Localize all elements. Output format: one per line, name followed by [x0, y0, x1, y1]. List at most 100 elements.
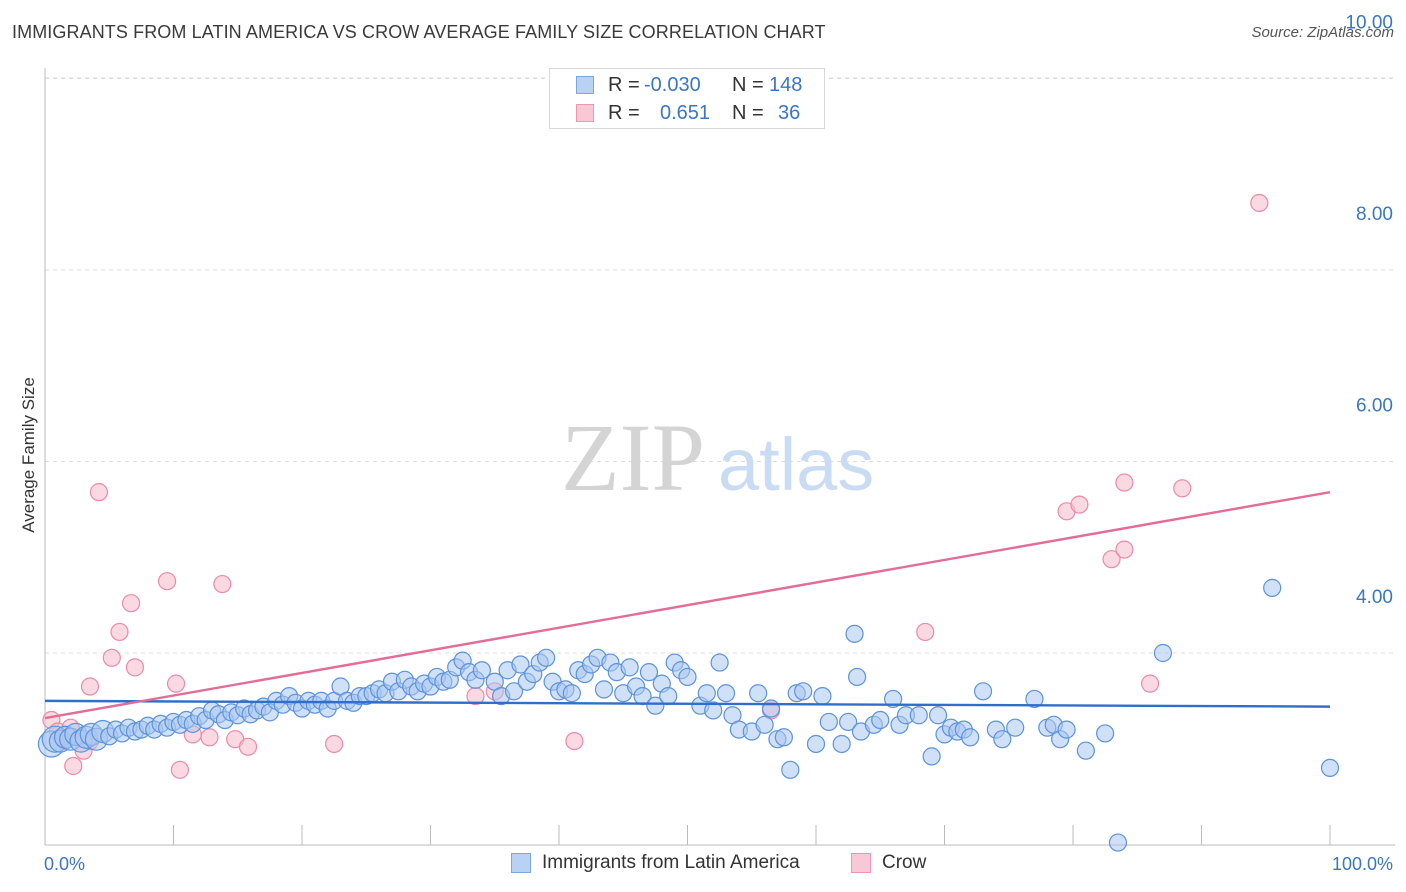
crow-point: [166, 674, 186, 693]
blue-swatch: [576, 76, 594, 94]
tick-labels: 4.00 6.00 8.00 10.00 0.0% 100.0%: [44, 13, 1393, 875]
latin-america-point: [511, 655, 530, 674]
crow-trend-line: [44, 490, 1331, 720]
latin-america-point: [1096, 724, 1115, 743]
crow-point: [125, 658, 145, 677]
latin-america-point: [716, 684, 736, 703]
latin-america-point: [562, 684, 581, 703]
crow-point: [157, 572, 177, 591]
latin-america-point: [794, 682, 813, 701]
latin-america-points: [37, 578, 1340, 852]
trend-layer: [44, 490, 1331, 720]
r-value: 0.651: [660, 102, 711, 124]
latin-america-point: [845, 624, 864, 643]
latin-america-point: [755, 715, 774, 734]
watermark: ZIP atlas: [561, 404, 874, 511]
crow-point: [1173, 479, 1192, 498]
latin-america-point: [1025, 689, 1044, 709]
y-tick-label: 8.00: [1356, 204, 1393, 225]
legend-label: Crow: [882, 852, 927, 873]
crow-point: [89, 483, 109, 502]
crow-point: [1250, 193, 1269, 213]
latin-america-point: [537, 648, 556, 667]
latin-america-point: [922, 747, 941, 766]
latin-america-point: [832, 734, 851, 754]
legend-swatch-pink: [851, 853, 871, 873]
latin-america-point: [993, 730, 1012, 749]
crow-point: [238, 737, 258, 756]
latin-america-point: [472, 661, 491, 680]
latin-america-point: [594, 680, 614, 699]
latin-america-point: [928, 706, 948, 725]
latin-america-point: [848, 667, 867, 687]
x-tick-label-min: 0.0%: [44, 854, 85, 874]
pink-swatch: [576, 104, 594, 122]
source-label: Source: ZipAtlas.com: [1251, 24, 1394, 41]
legend: Immigrants from Latin America Crow: [0, 852, 1406, 878]
crow-point: [200, 728, 219, 747]
latin-america-point: [761, 699, 781, 718]
n-label: N =: [732, 102, 764, 124]
crow-point: [170, 760, 190, 779]
latin-america-point: [973, 682, 993, 701]
latin-america-trend-line: [44, 699, 1331, 708]
latin-america-point: [1153, 643, 1173, 663]
n-label: N =: [732, 74, 764, 96]
crow-point: [1070, 495, 1089, 514]
latin-america-point: [1006, 718, 1025, 737]
crow-point: [80, 677, 100, 696]
crow-point: [213, 574, 232, 594]
x-tick-label-max: 100.0%: [1332, 854, 1393, 874]
r-label: R =: [608, 102, 640, 124]
latin-america-point: [1320, 758, 1340, 778]
crow-point: [110, 622, 129, 642]
crow-point: [1140, 674, 1160, 693]
latin-america-point: [678, 667, 697, 687]
axis-layer: [44, 68, 1395, 846]
grid-layer: [45, 77, 1395, 654]
stats-row-crow: R = 0.651 N = 36: [550, 100, 824, 127]
latin-america-point: [697, 684, 716, 703]
n-value: 36: [778, 102, 801, 124]
crow-point: [1115, 473, 1134, 492]
y-tick-label: 4.00: [1356, 587, 1393, 608]
y-tick-label: 10.00: [1345, 13, 1393, 34]
r-label: R =: [608, 74, 640, 96]
latin-america-point: [646, 696, 665, 715]
y-tick-label: 6.00: [1356, 396, 1393, 417]
crow-point: [1115, 540, 1134, 559]
latin-america-point: [781, 760, 800, 779]
latin-america-point: [839, 712, 858, 732]
latin-america-point: [961, 728, 980, 747]
latin-america-point: [909, 706, 928, 725]
chart-title: IMMIGRANTS FROM LATIN AMERICA VS CROW AV…: [12, 22, 826, 42]
latin-america-point: [883, 689, 903, 709]
latin-america-point: [639, 663, 659, 682]
latin-america-point: [1057, 720, 1076, 739]
crow-point: [102, 648, 121, 667]
latin-america-point: [871, 710, 890, 730]
latin-america-point: [1108, 833, 1128, 852]
crow-point: [121, 594, 141, 613]
crow-point: [916, 622, 935, 642]
watermark-atlas: atlas: [718, 423, 874, 506]
legend-swatch-blue: [511, 853, 531, 873]
legend-label: Immigrants from Latin America: [542, 852, 800, 873]
latin-america-point: [704, 701, 723, 720]
latin-america-point: [710, 653, 729, 672]
stats-row-latin-america: R = -0.030 N = 148: [550, 72, 824, 99]
crow-point: [1102, 550, 1121, 569]
latin-america-point: [1076, 741, 1095, 760]
y-axis-label-wrap: Average Family Size: [14, 300, 44, 610]
crow-point: [325, 734, 344, 754]
crow-point: [565, 731, 584, 751]
latin-america-point: [1263, 578, 1282, 597]
latin-america-point: [749, 684, 768, 703]
n-value: 148: [769, 74, 803, 96]
latin-america-point: [620, 658, 639, 677]
latin-america-point: [774, 728, 793, 747]
latin-america-point: [659, 686, 678, 706]
crow-point: [64, 756, 83, 776]
y-axis-label: Average Family Size: [19, 377, 38, 533]
